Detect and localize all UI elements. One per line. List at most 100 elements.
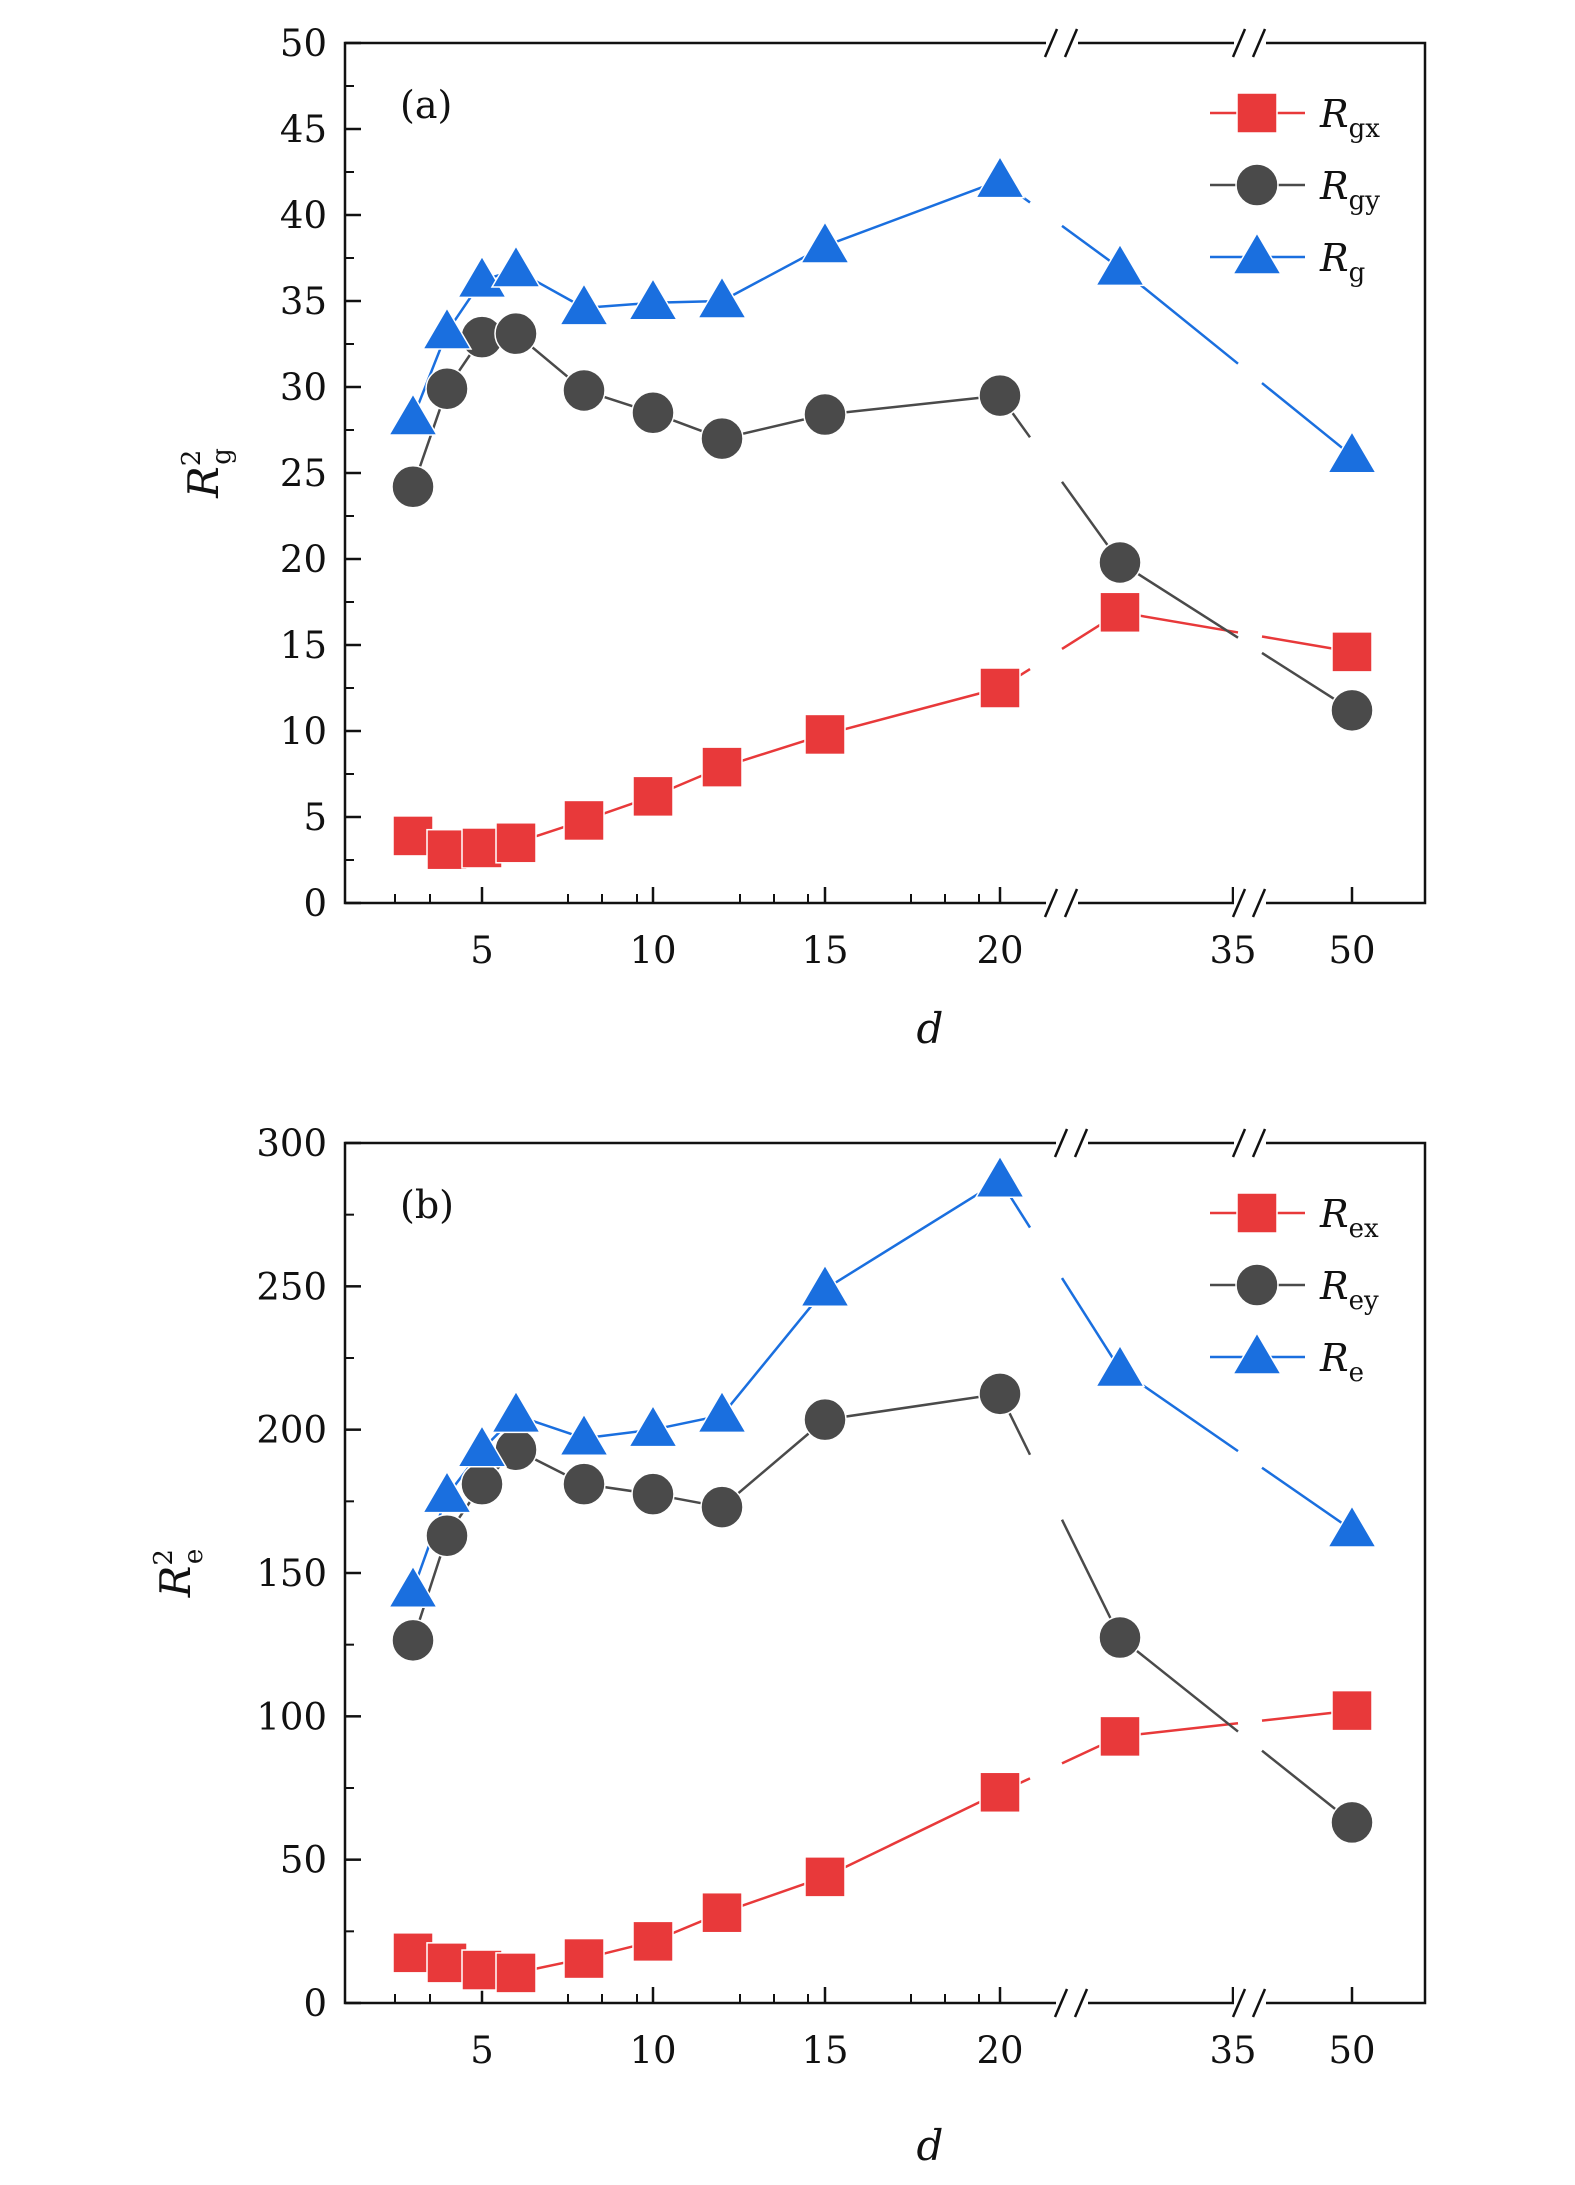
x-tick-label: 35 xyxy=(1209,2029,1256,2072)
data-point xyxy=(1326,430,1378,474)
markers-ex xyxy=(392,1689,1373,1994)
legend-marker xyxy=(1231,1331,1283,1375)
series-line-segment xyxy=(824,1179,1001,1291)
data-point xyxy=(495,822,537,864)
data-point xyxy=(804,1856,846,1898)
data-point xyxy=(1331,1689,1373,1732)
axis-break-slash xyxy=(1053,1988,1069,2018)
x-tick-label: 20 xyxy=(976,2029,1023,2072)
data-point xyxy=(490,244,542,288)
data-point xyxy=(563,1937,605,1980)
legend-label: Rgy xyxy=(1319,164,1380,216)
data-point xyxy=(631,1472,675,1516)
series-g xyxy=(411,179,1353,457)
axis-break-slash xyxy=(1231,888,1247,918)
y-tick-label: 30 xyxy=(280,366,327,409)
data-point xyxy=(563,799,605,842)
data-point xyxy=(426,828,468,871)
y-tick-label: 5 xyxy=(303,796,327,839)
x-tick-label: 5 xyxy=(470,2029,494,2072)
data-point xyxy=(632,775,674,818)
data-point xyxy=(696,275,748,319)
data-point xyxy=(1330,1800,1374,1845)
data-point xyxy=(490,1389,542,1434)
y-tick-label: 0 xyxy=(303,1982,327,2025)
data-point xyxy=(387,392,439,436)
data-point xyxy=(425,366,469,411)
data-point xyxy=(631,391,675,435)
series-line-segment xyxy=(1060,1519,1122,1639)
y-tick-label: 10 xyxy=(280,710,327,753)
data-point xyxy=(1331,631,1373,673)
markers-e xyxy=(387,1154,1378,1608)
data-point xyxy=(799,220,851,264)
data-point xyxy=(627,1404,679,1448)
x-tick-label: 10 xyxy=(629,929,676,972)
data-point xyxy=(1330,688,1374,733)
series-line-segment xyxy=(1119,561,1239,639)
legend: Rex Rey Re xyxy=(1210,1192,1379,1388)
data-point xyxy=(391,1618,435,1663)
markers-ey xyxy=(391,1372,1374,1845)
axis-break-slash xyxy=(1231,1128,1247,1158)
data-point xyxy=(425,1513,469,1558)
axis-break-slash xyxy=(1073,1988,1089,2018)
data-point xyxy=(387,1564,439,1608)
data-point xyxy=(391,465,435,509)
data-point xyxy=(979,1771,1021,1814)
series-line-segment xyxy=(824,179,1001,248)
y-tick-label: 150 xyxy=(256,1552,327,1595)
series-line-segment xyxy=(1060,1277,1122,1371)
legend-label: Rgx xyxy=(1319,92,1380,144)
legend-marker xyxy=(1236,1192,1278,1234)
data-point xyxy=(1094,242,1146,287)
x-tick-label: 20 xyxy=(976,929,1023,972)
data-point xyxy=(1099,591,1141,634)
y-tick-label: 250 xyxy=(256,1265,327,1308)
data-point xyxy=(627,277,679,321)
axis-break-slash xyxy=(1231,1988,1247,2018)
series-ex xyxy=(412,1709,1353,1975)
y-tick-label: 45 xyxy=(280,108,327,151)
data-point xyxy=(696,1389,748,1434)
x-axis-label: d xyxy=(917,2121,944,2170)
data-point xyxy=(460,1462,504,1506)
series-line-segment xyxy=(824,394,1001,416)
legend-marker xyxy=(1236,92,1278,134)
data-point xyxy=(562,368,606,413)
data-point xyxy=(1099,1715,1141,1758)
series-gy xyxy=(411,332,1353,712)
axis-break-slash xyxy=(1043,28,1059,58)
data-point xyxy=(1094,1343,1146,1388)
axis-break-slash xyxy=(1063,28,1079,58)
series-line-segment xyxy=(721,1418,826,1509)
data-point xyxy=(799,1263,851,1307)
y-tick-label: 50 xyxy=(280,22,327,65)
axis-break-slash xyxy=(1251,28,1267,58)
legend-marker xyxy=(1235,163,1279,207)
y-tick-label: 200 xyxy=(256,1409,327,1452)
y-tick-label: 15 xyxy=(280,624,327,667)
data-point xyxy=(803,1397,847,1442)
legend: Rgx Rgy Rg xyxy=(1210,92,1380,288)
data-point xyxy=(803,392,847,437)
y-tick-label: 20 xyxy=(280,538,327,581)
series-ey xyxy=(411,1392,1353,1824)
data-point xyxy=(421,306,473,350)
series-line-segment xyxy=(824,686,1001,736)
data-point xyxy=(1326,1504,1378,1548)
data-point xyxy=(978,373,1022,418)
y-tick-label: 25 xyxy=(280,452,327,495)
series-line-segment xyxy=(1261,382,1353,457)
legend-label: Rey xyxy=(1319,1264,1379,1316)
series-line-segment xyxy=(721,1288,826,1417)
data-point xyxy=(494,311,538,356)
x-tick-label: 50 xyxy=(1328,929,1375,972)
series-line-segment xyxy=(824,1791,1001,1878)
data-point xyxy=(700,1485,744,1529)
y-tick-label: 300 xyxy=(256,1122,327,1165)
y-tick-label: 100 xyxy=(256,1695,327,1738)
axis-break-slash xyxy=(1251,1128,1267,1158)
markers-gy xyxy=(391,311,1374,733)
axis-break-slash xyxy=(1251,1988,1267,2018)
